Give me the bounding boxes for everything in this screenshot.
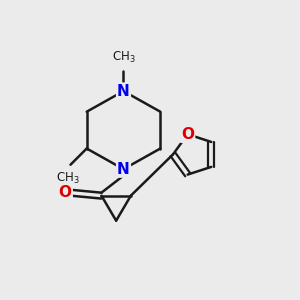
Text: CH$_3$: CH$_3$: [112, 50, 135, 65]
Text: CH$_3$: CH$_3$: [56, 171, 80, 186]
Text: N: N: [117, 84, 130, 99]
Text: N: N: [117, 162, 130, 177]
Text: O: O: [59, 185, 72, 200]
Text: O: O: [181, 127, 194, 142]
